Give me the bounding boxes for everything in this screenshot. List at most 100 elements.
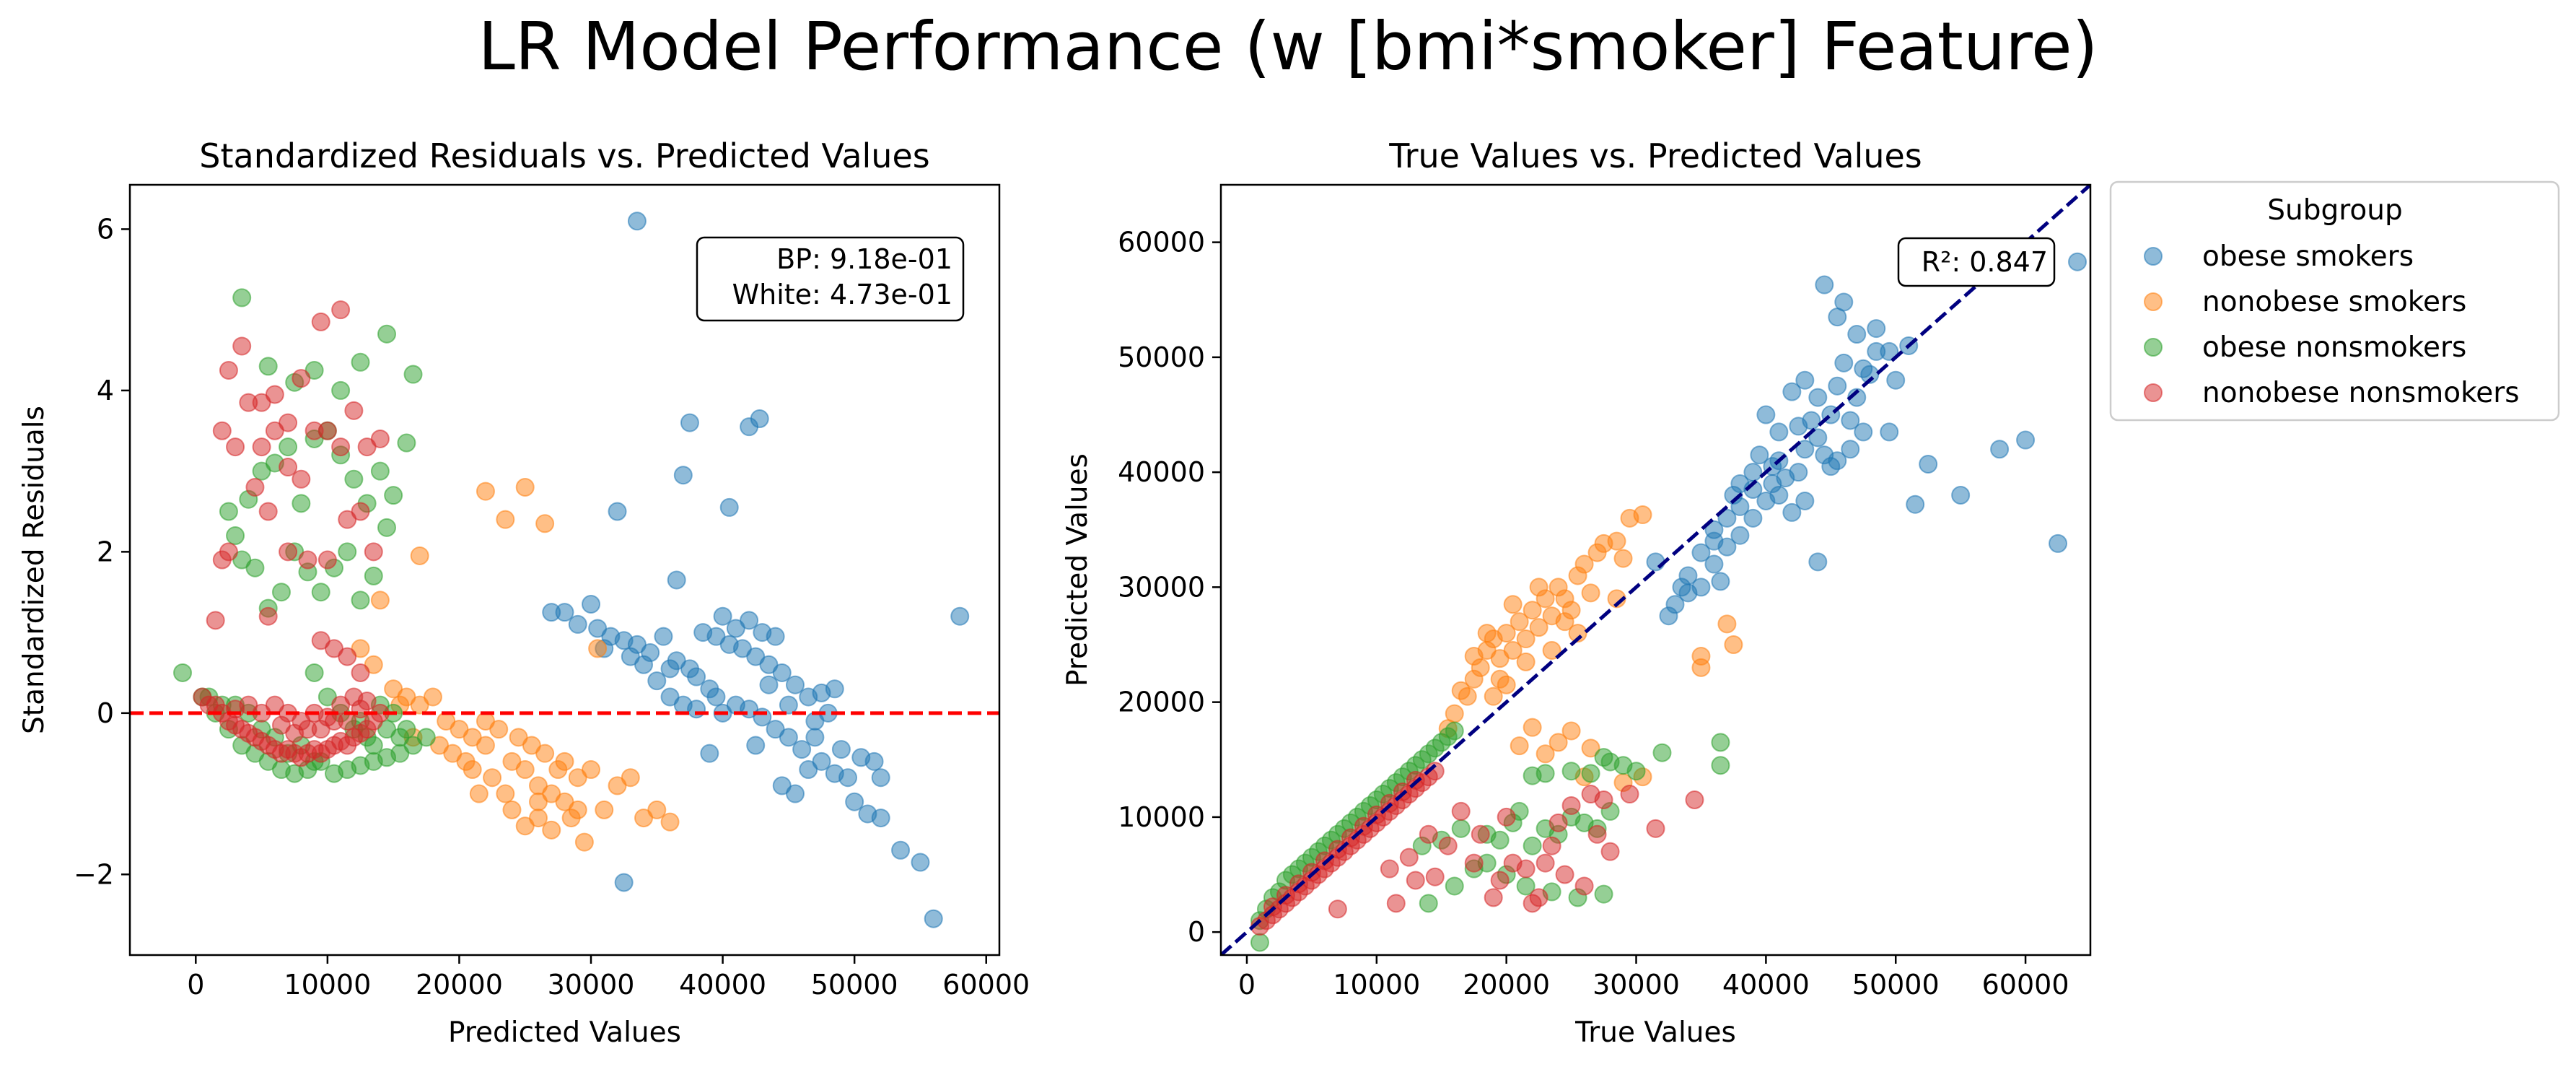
legend-label: obese smokers xyxy=(2202,240,2414,273)
scatter-point xyxy=(687,667,706,687)
scatter-point xyxy=(812,751,831,771)
legend-label: obese nonsmokers xyxy=(2202,331,2466,364)
scatter-point xyxy=(2068,252,2087,271)
scatter-point xyxy=(1594,884,1613,904)
annotation-line: White: 4.73e-01 xyxy=(732,279,952,310)
scatter-point xyxy=(331,300,351,320)
scatter-point xyxy=(1451,819,1471,838)
scatter-point xyxy=(667,570,686,590)
scatter-point xyxy=(279,458,298,477)
scatter-point xyxy=(1510,612,1529,632)
scatter-point xyxy=(219,360,238,380)
scatter-point xyxy=(292,494,311,513)
scatter-point xyxy=(746,736,766,755)
scatter-point xyxy=(351,502,370,521)
scatter-point xyxy=(950,606,970,626)
scatter-point xyxy=(1620,785,1639,804)
scatter-point xyxy=(1750,445,1769,465)
scatter-point xyxy=(621,768,640,788)
scatter-point xyxy=(1581,738,1600,758)
scatter-point xyxy=(483,768,502,788)
scatter-point xyxy=(258,502,278,521)
scatter-point xyxy=(226,526,245,546)
residuals-x-tick-label: 60000 xyxy=(942,969,1030,1001)
scatter-point xyxy=(1795,491,1815,510)
scatter-point xyxy=(687,700,706,719)
scatter-point xyxy=(779,695,798,715)
scatter-point xyxy=(700,744,719,763)
scatter-point xyxy=(1821,457,1841,476)
residuals-x-tick-label: 50000 xyxy=(811,969,898,1001)
scatter-point xyxy=(654,627,673,646)
scatter-point xyxy=(1990,440,2010,459)
residuals-x-tick-label: 30000 xyxy=(548,969,635,1001)
residuals-y-tick-label: 4 xyxy=(97,375,114,406)
scatter-point xyxy=(226,700,245,719)
true-vs-predicted-panel: True Values vs. Predicted Values 0 10000 20… xyxy=(1061,136,2092,1049)
residuals-x-tick-label: 20000 xyxy=(416,969,503,1001)
legend-label: nonobese nonsmokers xyxy=(2202,377,2520,409)
true-vs-predicted-x-axis-label: True Values xyxy=(1574,1016,1736,1049)
scatter-point xyxy=(331,437,351,457)
scatter-point xyxy=(1399,847,1419,867)
scatter-point xyxy=(515,477,535,497)
scatter-point xyxy=(621,647,640,666)
scatter-point xyxy=(1886,370,1906,390)
scatter-point xyxy=(370,429,390,448)
scatter-point xyxy=(750,409,769,429)
scatter-point xyxy=(1503,640,1523,660)
scatter-point xyxy=(377,324,397,344)
scatter-point xyxy=(279,437,298,457)
scatter-point xyxy=(403,365,423,384)
scatter-point xyxy=(542,820,561,840)
scatter-point xyxy=(515,760,535,780)
scatter-point xyxy=(292,369,311,388)
scatter-point xyxy=(627,212,647,231)
scatter-point xyxy=(1471,824,1490,844)
scatter-point xyxy=(647,800,667,819)
scatter-point xyxy=(212,421,232,440)
residuals-x-tick-label: 0 xyxy=(187,969,204,1001)
scatter-point xyxy=(1542,640,1561,660)
scatter-point xyxy=(338,542,357,562)
scatter-point xyxy=(1574,876,1594,896)
residuals-x-axis-label: Predicted Values xyxy=(448,1016,681,1049)
scatter-point xyxy=(351,700,370,719)
true-vs-predicted-x-tick-label: 0 xyxy=(1238,969,1256,1001)
legend-frame xyxy=(2109,180,2560,422)
scatter-point xyxy=(1724,635,1743,655)
scatter-point xyxy=(792,740,812,759)
annotation-line: BP: 9.18e-01 xyxy=(776,243,952,275)
scatter-point xyxy=(239,393,258,412)
scatter-point xyxy=(1438,836,1458,855)
scatter-point xyxy=(344,469,364,489)
scatter-point xyxy=(1808,428,1828,448)
residuals-points xyxy=(173,212,970,928)
scatter-point xyxy=(476,736,495,755)
scatter-point xyxy=(522,736,541,755)
scatter-point xyxy=(1516,629,1535,649)
scatter-point xyxy=(582,760,601,780)
scatter-point xyxy=(660,812,680,832)
scatter-point xyxy=(1529,578,1548,597)
r-squared-text: R²: 0.847 xyxy=(1922,246,2048,278)
scatter-point xyxy=(1497,624,1516,643)
scatter-point xyxy=(1646,552,1665,572)
residuals-x-tick-label: 40000 xyxy=(679,969,766,1001)
scatter-point xyxy=(1626,762,1646,781)
scatter-point xyxy=(1711,572,1730,591)
scatter-point xyxy=(845,792,864,811)
scatter-point xyxy=(1789,463,1808,482)
residuals-y-tick-label: 0 xyxy=(97,697,114,729)
scatter-point xyxy=(1523,836,1542,855)
residuals-title: Standardized Residuals vs. Predicted Val… xyxy=(199,136,929,175)
true-vs-predicted-title: True Values vs. Predicted Values xyxy=(1388,136,1922,175)
residuals-x-tick-label: 10000 xyxy=(284,969,371,1001)
scatter-point xyxy=(1782,382,1802,401)
scatter-point xyxy=(1542,836,1561,855)
scatter-point xyxy=(219,502,238,521)
scatter-point xyxy=(588,639,608,658)
scatter-point xyxy=(608,502,627,521)
scatter-point xyxy=(1328,899,1347,919)
scatter-point xyxy=(219,542,238,562)
